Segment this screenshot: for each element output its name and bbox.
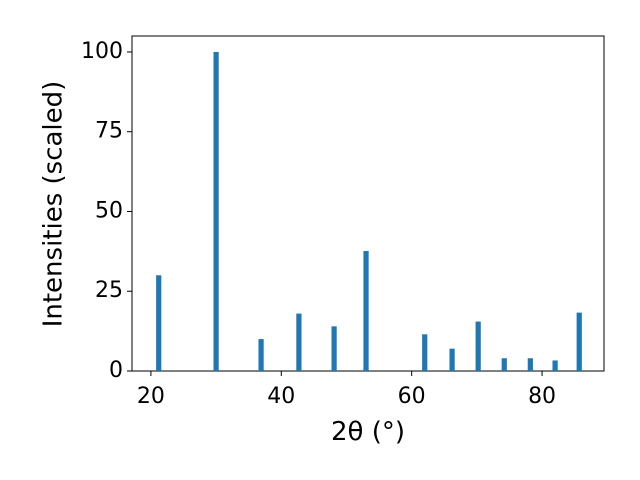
x-tick-label: 60 [398, 384, 426, 409]
bar [331, 326, 337, 371]
y-tick-label: 0 [109, 358, 123, 383]
x-tick-label: 20 [137, 384, 165, 409]
bar [296, 313, 302, 371]
bar [422, 334, 428, 371]
bar [475, 321, 481, 371]
y-tick-label: 50 [95, 198, 123, 223]
bar [449, 348, 455, 371]
x-axis-label: 2θ (°) [331, 417, 405, 447]
bar [258, 339, 264, 371]
y-tick-label: 25 [95, 278, 123, 303]
bar [527, 358, 533, 371]
y-tick-label: 75 [95, 119, 123, 144]
y-tick-label: 100 [81, 39, 123, 64]
x-tick-label: 80 [528, 384, 556, 409]
bar [552, 360, 558, 371]
bar [576, 312, 582, 371]
bar [363, 251, 369, 371]
y-axis-label: Intensities (scaled) [39, 81, 69, 328]
bar [213, 51, 219, 371]
bar [156, 275, 162, 371]
bar [501, 358, 507, 371]
x-tick-label: 40 [267, 384, 295, 409]
